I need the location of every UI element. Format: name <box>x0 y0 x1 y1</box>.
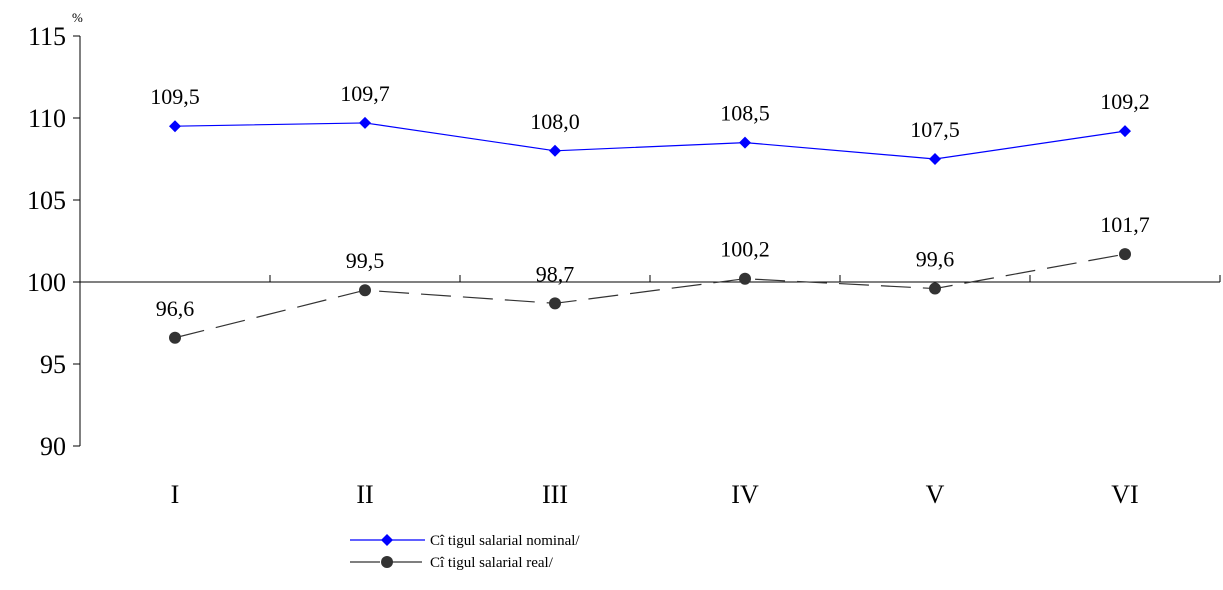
series-2-data-label-ii: 99,5 <box>346 248 385 273</box>
y-tick-label-95: 95 <box>40 350 66 379</box>
series-lines <box>174 122 1126 339</box>
series-2-marker-iii <box>549 297 561 310</box>
series-2-data-label-v: 99,6 <box>916 247 955 272</box>
series-2-data-label-i: 96,6 <box>156 296 195 321</box>
x-axis-ticks: I II III IV V VI <box>79 275 1221 509</box>
legend-marker-2 <box>381 556 393 568</box>
series-1-marker-i <box>169 120 181 133</box>
series-1-data-label-iv: 108,5 <box>720 101 770 126</box>
legend-label-1: Cî tigul salarial nominal/ <box>430 533 580 549</box>
series-markers <box>169 116 1131 344</box>
series-2-marker-i <box>169 331 181 344</box>
x-tick-label-III: III <box>542 480 568 509</box>
series-1-data-label-iii: 108,0 <box>530 109 580 134</box>
series-1-data-label-ii: 109,7 <box>340 81 390 106</box>
series-2-marker-vi <box>1119 248 1131 261</box>
series-1-marker-iv <box>739 136 751 149</box>
series-1-marker-v <box>929 153 941 165</box>
series-1-marker-vi <box>1119 125 1131 138</box>
x-tick-label-II: II <box>356 480 373 509</box>
y-axis-ticks: 90 95 100 105 110 115 <box>27 22 80 461</box>
series-2-marker-iv <box>739 272 751 285</box>
series-1-data-label-v: 107,5 <box>910 117 960 142</box>
series-2-data-label-vi: 101,7 <box>1100 212 1150 237</box>
series-2-data-label-iii: 98,7 <box>536 261 575 286</box>
series-1-marker-iii <box>549 144 561 157</box>
y-unit-label: % <box>72 10 83 25</box>
series-1-marker-ii <box>359 116 371 129</box>
series-line-1 <box>174 122 1126 160</box>
series-1-data-label-i: 109,5 <box>150 84 200 109</box>
y-tick-label-115: 115 <box>28 22 66 51</box>
series-2-data-label-iv: 100,2 <box>720 237 770 262</box>
y-tick-label-105: 105 <box>27 186 66 215</box>
series-2-marker-v <box>929 282 941 295</box>
series-2-marker-ii <box>359 284 371 297</box>
x-tick-label-IV: IV <box>731 480 759 509</box>
x-tick-label-VI: VI <box>1111 480 1138 509</box>
series-line-2 <box>174 253 1126 339</box>
legend-label-2: Cî tigul salarial real/ <box>430 555 554 571</box>
y-tick-label-90: 90 <box>40 432 66 461</box>
x-tick-label-V: V <box>926 480 945 509</box>
legend-marker-1 <box>381 534 393 546</box>
y-tick-label-100: 100 <box>27 268 66 297</box>
series-1-data-label-vi: 109,2 <box>1100 89 1150 114</box>
legend: Cî tigul salarial nominal/Cî tigul salar… <box>350 533 580 571</box>
x-tick-label-I: I <box>171 480 180 509</box>
y-tick-label-110: 110 <box>28 104 66 133</box>
data-labels: 109,5 109,7 108,0 108,5 107,5 109,2 96,6 99,5 98… <box>150 81 1150 321</box>
